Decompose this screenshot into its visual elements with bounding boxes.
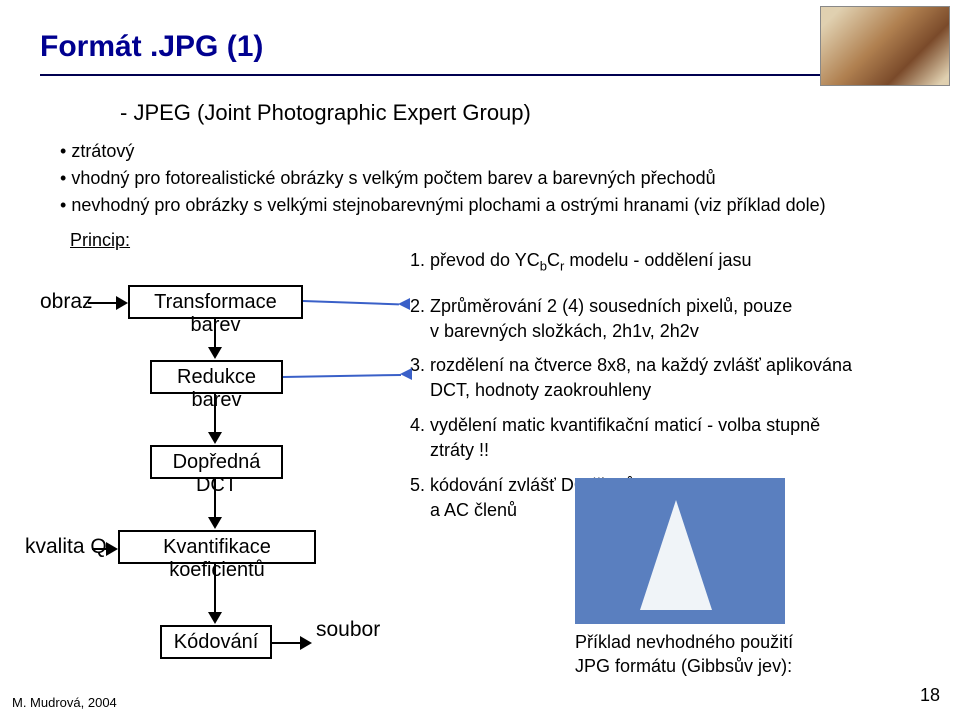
flow-box-dct-label: Dopředná DCT xyxy=(152,447,281,501)
pointer-2 xyxy=(283,374,401,378)
flow-box-transform: Transformace barev xyxy=(128,285,303,319)
step-2: 2. Zprůměrování 2 (4) sousedních pixelů,… xyxy=(410,296,792,346)
bullet-2: vhodný pro fotorealistické obrázky s vel… xyxy=(60,165,826,192)
flow-box-dct: Dopředná DCT xyxy=(150,445,283,479)
flow-label-kvalita: kvalita Q xyxy=(25,535,107,559)
step-1-a: 1. převod do YC xyxy=(410,250,540,270)
step-1: 1. převod do YCbCr modelu - oddělení jas… xyxy=(410,250,751,274)
bullet-list: ztrátový vhodný pro fotorealistické obrá… xyxy=(60,138,826,219)
flow-arrow-4-stem xyxy=(214,564,216,614)
pointer-1-head xyxy=(398,298,410,310)
flow-arrow-soubor-stem xyxy=(272,642,302,644)
flow-arrow-3-stem xyxy=(214,479,216,519)
footer: M. Mudrová, 2004 xyxy=(12,695,117,710)
flow-label-soubor: soubor xyxy=(316,618,380,642)
flow-arrow-soubor-head xyxy=(300,636,312,650)
example-cursor-icon xyxy=(640,500,712,610)
example-caption: Příklad nevhodného použití JPG formátu (… xyxy=(575,630,793,679)
flow-box-code: Kódování xyxy=(160,625,272,659)
flow-arrow-2-head xyxy=(208,432,222,444)
flow-arrow-3-head xyxy=(208,517,222,529)
page-number: 18 xyxy=(920,685,940,706)
flow-box-reduce: Redukce barev xyxy=(150,360,283,394)
step-1-b: b xyxy=(540,259,547,274)
step-3-line2: DCT, hodnoty zaokrouhleny xyxy=(410,380,852,401)
step-3-line1: 3. rozdělení na čtverce 8x8, na každý zv… xyxy=(410,355,852,376)
corner-image xyxy=(820,6,950,86)
step-3: 3. rozdělení na čtverce 8x8, na každý zv… xyxy=(410,355,852,405)
page-title: Formát .JPG (1) xyxy=(40,30,263,64)
princip-label: Princip: xyxy=(70,230,130,251)
step-4: 4. vydělení matic kvantifikační maticí -… xyxy=(410,415,820,465)
flow-box-reduce-label: Redukce barev xyxy=(152,362,281,416)
flow-box-quant: Kvantifikace koeficientů xyxy=(118,530,316,564)
subtitle: - JPEG (Joint Photographic Expert Group) xyxy=(120,100,531,126)
flow-arrow-1-head xyxy=(208,347,222,359)
flow-label-obraz: obraz xyxy=(40,290,93,314)
example-caption-2: JPG formátu (Gibbsův jev): xyxy=(575,654,793,678)
flow-box-quant-label: Kvantifikace koeficientů xyxy=(120,532,314,586)
pointer-2-head xyxy=(400,368,412,380)
flow-arrow-kvalita-head xyxy=(106,542,118,556)
flow-arrow-obraz-head xyxy=(116,296,128,310)
pointer-1 xyxy=(303,300,399,305)
step-2-line1: 2. Zprůměrování 2 (4) sousedních pixelů,… xyxy=(410,296,792,317)
example-caption-1: Příklad nevhodného použití xyxy=(575,630,793,654)
step-1-e: modelu - oddělení jasu xyxy=(564,250,751,270)
flow-arrow-2-stem xyxy=(214,394,216,434)
flow-box-code-label: Kódování xyxy=(166,627,267,658)
flow-arrow-obraz-stem xyxy=(88,302,116,304)
flow-arrow-4-head xyxy=(208,612,222,624)
bullet-1: ztrátový xyxy=(60,138,826,165)
flow-arrow-1-stem xyxy=(214,319,216,349)
step-4-line1: 4. vydělení matic kvantifikační maticí -… xyxy=(410,415,820,436)
title-underline xyxy=(40,74,900,76)
step-1-c: C xyxy=(547,250,560,270)
flow-arrow-kvalita-stem xyxy=(92,548,106,550)
step-2-line2: v barevných složkách, 2h1v, 2h2v xyxy=(410,321,792,342)
bullet-3: nevhodný pro obrázky s velkými stejnobar… xyxy=(60,192,826,219)
step-4-line2: ztráty !! xyxy=(410,440,820,461)
